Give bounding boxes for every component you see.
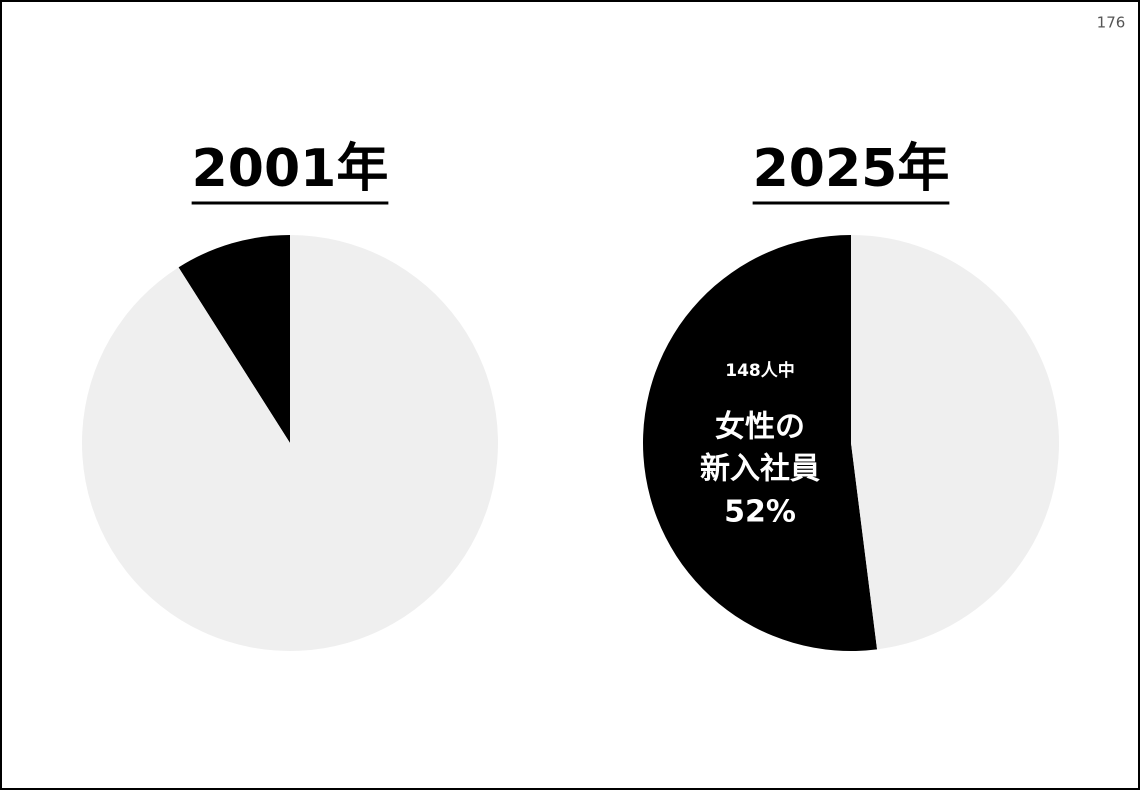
pie-slice [643,235,878,651]
pie-slice [851,235,1060,650]
pie-slice [82,235,498,651]
value-label: 52% [724,495,796,530]
annotation: 女性の [715,410,805,445]
annotation: 新入社員 [700,452,820,487]
chart-title: 2025年 [753,139,950,199]
page-number: 176 [1097,14,1126,32]
pie-slice [178,235,290,443]
annotation: 148人中 [725,360,795,381]
chart-title: 2001年 [192,139,389,199]
